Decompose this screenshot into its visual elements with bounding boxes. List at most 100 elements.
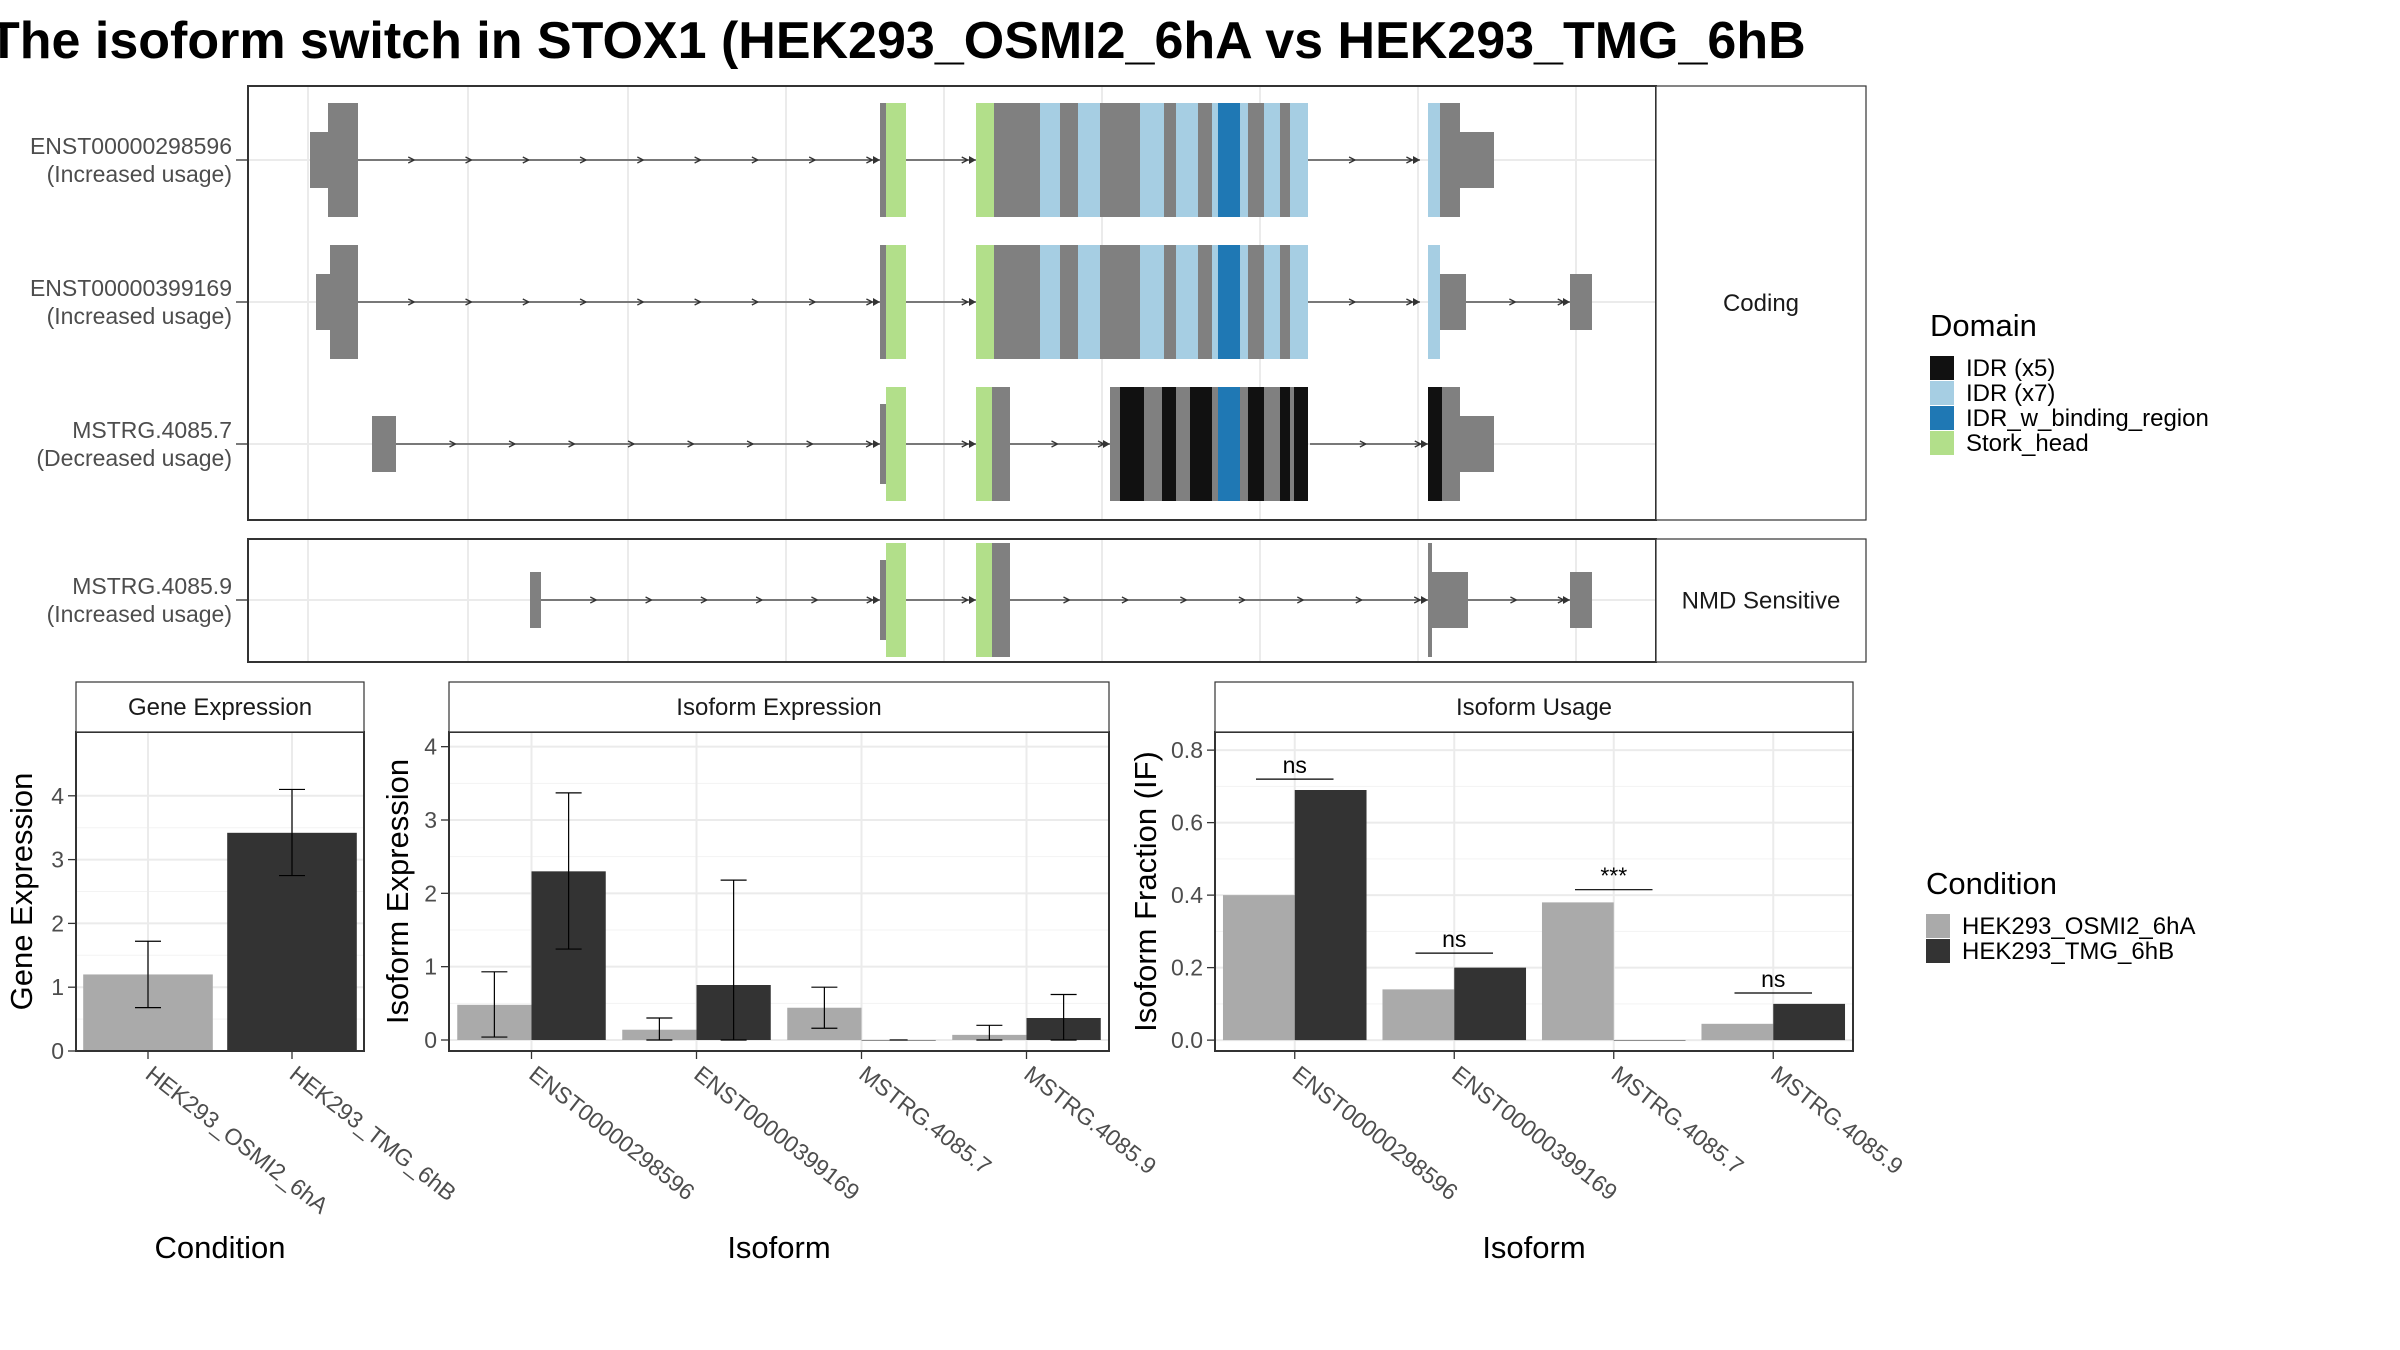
intron-arrow — [873, 440, 880, 448]
exon-block — [1570, 274, 1592, 330]
exon-block — [1212, 387, 1218, 501]
exon-block — [886, 103, 906, 217]
x-tick-label: ENST00000399169 — [1447, 1060, 1622, 1205]
exon-block — [1440, 103, 1460, 217]
y-tick-label: 3 — [51, 847, 64, 873]
exon-block — [976, 245, 994, 359]
intron-arrow — [1510, 596, 1518, 604]
panel-title: Isoform Expression — [676, 694, 881, 721]
exon-block — [1280, 103, 1290, 217]
exon-block — [880, 245, 886, 359]
intron-arrow — [969, 440, 976, 448]
intron-arrow — [806, 440, 815, 448]
intron-arrow — [1563, 596, 1570, 604]
intron-arrow — [1238, 596, 1247, 604]
transcript-id-label: MSTRG.4085.7 — [72, 417, 232, 443]
legend-condition-label: HEK293_OSMI2_6hA — [1962, 913, 2195, 940]
legend-domain-title: Domain — [1930, 308, 2037, 343]
x-axis-title: Condition — [155, 1230, 286, 1265]
y-tick-label: 0 — [424, 1027, 437, 1053]
facet-strip — [1655, 538, 1867, 663]
legend-condition-title: Condition — [1926, 866, 2057, 901]
bar — [1541, 902, 1614, 1041]
intron-arrow — [522, 156, 531, 164]
intron-arrow — [746, 440, 755, 448]
intron-arrow — [1051, 440, 1059, 448]
significance-label: ns — [1283, 752, 1307, 778]
panel-strip — [1214, 681, 1854, 733]
intron-arrow — [969, 596, 976, 604]
y-tick-label: 0.8 — [1171, 737, 1203, 763]
exon-block — [1294, 387, 1308, 501]
intron-arrow — [751, 298, 760, 306]
intron-arrow — [755, 596, 764, 604]
transcript-usage-label: (Increased usage) — [47, 161, 232, 187]
exon-block — [1248, 387, 1264, 501]
intron-arrow — [1406, 298, 1414, 306]
intron-arrow — [449, 440, 457, 448]
intron-arrow — [407, 156, 416, 164]
intron-arrow — [1563, 298, 1570, 306]
intron-arrow — [751, 156, 760, 164]
exon-block — [1428, 245, 1440, 359]
panel-strip — [75, 681, 365, 733]
exon-block — [372, 416, 396, 472]
intron-arrow — [808, 156, 817, 164]
exon-block — [330, 245, 358, 359]
exon-block — [1442, 387, 1460, 501]
exon-block — [1078, 245, 1100, 359]
transcript-structure-plot: ENST00000298596(Increased usage)ENST0000… — [30, 85, 1867, 663]
y-axis-title: Isoform Expression — [380, 759, 415, 1024]
exon-block — [530, 572, 541, 628]
figure-title: The isoform switch in STOX1 (HEK293_OSMI… — [0, 12, 1806, 70]
y-axis-title: Gene Expression — [4, 773, 39, 1011]
y-tick-label: 3 — [424, 807, 437, 833]
exon-block — [1218, 387, 1240, 501]
intron-arrow — [866, 298, 874, 306]
exon-block — [1264, 103, 1280, 217]
intron-arrow — [808, 298, 817, 306]
exon-block — [1212, 245, 1218, 359]
exon-block — [316, 274, 330, 330]
bar — [1382, 989, 1455, 1041]
bar — [1222, 895, 1295, 1041]
x-axis-title: Isoform — [1482, 1230, 1585, 1265]
intron-arrow — [1509, 298, 1517, 306]
intron-arrow — [627, 440, 636, 448]
legend-domain-key — [1930, 356, 1954, 380]
intron-arrow — [645, 596, 654, 604]
intron-arrow — [687, 440, 695, 448]
exon-block — [1100, 245, 1140, 359]
exon-block — [1218, 103, 1240, 217]
exon-block — [1162, 387, 1176, 501]
exon-block — [310, 132, 328, 188]
exon-block — [880, 103, 886, 217]
exon-block — [1176, 103, 1198, 217]
exon-block — [1290, 245, 1308, 359]
intron-arrow — [522, 298, 531, 306]
intron-arrow — [407, 298, 416, 306]
exon-block — [1428, 543, 1432, 657]
bar — [1454, 967, 1527, 1041]
y-tick-label: 1 — [51, 974, 64, 1000]
y-tick-label: 0.4 — [1171, 882, 1203, 908]
exon-block — [1240, 387, 1248, 501]
intron-arrow — [579, 156, 588, 164]
transcript-id-label: MSTRG.4085.9 — [72, 573, 232, 599]
intron-arrow — [1180, 596, 1188, 604]
intron-arrow — [961, 596, 970, 604]
intron-arrow — [969, 298, 976, 306]
exon-block — [976, 103, 994, 217]
y-tick-label: 0.2 — [1171, 955, 1203, 981]
intron-arrow — [568, 440, 576, 448]
intron-arrow — [508, 440, 517, 448]
x-axis-title: Isoform — [727, 1230, 830, 1265]
panel-strip — [448, 681, 1110, 733]
legend-domain-label: IDR (x5) — [1966, 355, 2055, 382]
intron-arrow — [1297, 596, 1305, 604]
intron-arrow — [637, 298, 645, 306]
exon-block — [1164, 103, 1176, 217]
legend-condition-label: HEK293_TMG_6hB — [1962, 938, 2174, 965]
bar — [1613, 1040, 1686, 1041]
exon-block — [994, 245, 1040, 359]
